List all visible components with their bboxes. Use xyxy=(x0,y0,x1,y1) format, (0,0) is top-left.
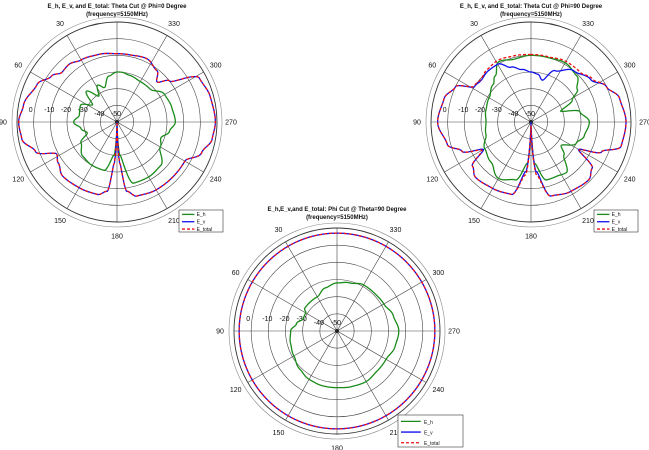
angle-tick-label: 120 xyxy=(12,177,24,184)
chart-legend: E_h E_v E_total xyxy=(397,414,464,448)
angle-tick-label: 330 xyxy=(582,21,594,28)
angle-tick-label: 270 xyxy=(448,329,460,336)
series-line-e-total xyxy=(437,53,627,197)
angle-tick-label: 300 xyxy=(432,270,444,277)
angle-tick-label: 270 xyxy=(639,120,649,127)
radial-tick-label: -30 xyxy=(78,107,88,114)
chart-subtitle: (frequency=5150MHz) xyxy=(86,12,148,18)
polar-chart-2: E_h, E_v, and E_total: Theta Cut @ Phi=9… xyxy=(413,4,649,241)
angle-tick-label: 60 xyxy=(14,63,22,70)
angle-tick-label: 240 xyxy=(210,177,222,184)
legend-box xyxy=(593,209,639,233)
outer-frame-ring xyxy=(11,16,223,228)
angle-tick-label: 150 xyxy=(54,218,66,225)
angle-tick-label: 210 xyxy=(582,218,594,225)
series-line-e-h xyxy=(73,71,176,184)
angle-tick-label: 120 xyxy=(230,387,242,394)
legend-label: E_total xyxy=(197,227,213,233)
legend-label: E_v xyxy=(424,431,433,437)
angle-tick-label: 180 xyxy=(331,446,343,450)
angle-tick-label: 30 xyxy=(56,21,64,28)
angle-tick-label: 30 xyxy=(470,21,478,28)
radial-tick-label: -20 xyxy=(475,107,485,114)
angle-tick-label: 240 xyxy=(624,177,636,184)
radial-tick-label: -30 xyxy=(492,107,502,114)
series-line-e-h xyxy=(289,281,400,389)
outer-frame-ring xyxy=(425,16,637,228)
radial-tick-label: -40 xyxy=(94,111,104,118)
angle-tick-label: 120 xyxy=(426,177,438,184)
radial-tick-label: -10 xyxy=(458,107,468,114)
chart-title: E_h, E_v, and E_total: Theta Cut @ Phi=0… xyxy=(48,4,188,10)
angle-tick-label: 90 xyxy=(0,120,7,127)
legend-label: E_h xyxy=(612,212,621,218)
chart-title: E_h, E_v, and E_total: Theta Cut @ Phi=9… xyxy=(460,4,603,10)
angle-tick-label: 270 xyxy=(225,120,237,127)
angle-tick-label: 90 xyxy=(216,329,224,336)
chart-title: E_h,E_v,and E_total: Phi Cut @ Theta=90 … xyxy=(268,207,408,213)
radial-tick-label: -50 xyxy=(525,111,535,118)
legend-box xyxy=(397,414,464,448)
angle-tick-label: 330 xyxy=(390,227,402,234)
radial-tick-label: 0 xyxy=(246,316,250,323)
angle-tick-label: 150 xyxy=(273,430,285,437)
center-dot xyxy=(335,329,339,333)
legend-label: E_h xyxy=(197,212,206,218)
angle-tick-label: 90 xyxy=(413,120,421,127)
legend-box xyxy=(178,209,224,233)
angle-tick-label: 300 xyxy=(210,63,222,70)
chart-subtitle: (frequency=5150MHz) xyxy=(500,12,562,18)
angle-tick-label: 210 xyxy=(390,430,402,437)
radial-tick-label: -50 xyxy=(331,320,341,327)
angle-tick-label: 210 xyxy=(168,218,180,225)
radial-tick-label: -10 xyxy=(44,107,54,114)
radial-tick-label: -20 xyxy=(279,316,289,323)
legend-label: E_v xyxy=(197,219,206,225)
radial-tick-label: -20 xyxy=(61,107,71,114)
polar-chart-3: E_h,E_v,and E_total: Phi Cut @ Theta=90 … xyxy=(216,207,464,450)
series-line-e-total xyxy=(18,52,216,197)
radial-tick-label: -40 xyxy=(314,320,324,327)
angle-tick-label: 30 xyxy=(275,227,283,234)
legend-label: E_total xyxy=(612,227,628,233)
angle-tick-label: 180 xyxy=(525,234,537,241)
radial-tick-label: 0 xyxy=(29,107,33,114)
polar-chart-1: E_h, E_v, and E_total: Theta Cut @ Phi=0… xyxy=(0,4,237,241)
angle-tick-label: 60 xyxy=(232,270,240,277)
outer-frame-ring xyxy=(228,222,446,440)
angle-tick-label: 180 xyxy=(111,234,123,241)
series-line-e-total xyxy=(238,232,436,430)
chart-legend: E_hE_v E_total xyxy=(593,209,639,233)
radial-tick-label: -40 xyxy=(508,111,518,118)
chart-subtitle: (frequency=5150MHz) xyxy=(306,215,368,221)
angle-tick-label: 150 xyxy=(468,218,480,225)
chart-legend: E_hE_v E_total xyxy=(178,209,224,233)
angle-tick-label: 240 xyxy=(432,387,444,394)
angle-tick-label: 330 xyxy=(168,21,180,28)
radial-tick-label: -10 xyxy=(262,316,272,323)
legend-label: E_v xyxy=(612,219,621,225)
angle-tick-label: 300 xyxy=(624,63,636,70)
radial-tick-label: 0 xyxy=(443,107,447,114)
radial-tick-label: -50 xyxy=(111,111,121,118)
legend-label: E_h xyxy=(424,420,433,426)
angle-tick-label: 60 xyxy=(428,63,436,70)
legend-label: E_total xyxy=(424,441,440,447)
